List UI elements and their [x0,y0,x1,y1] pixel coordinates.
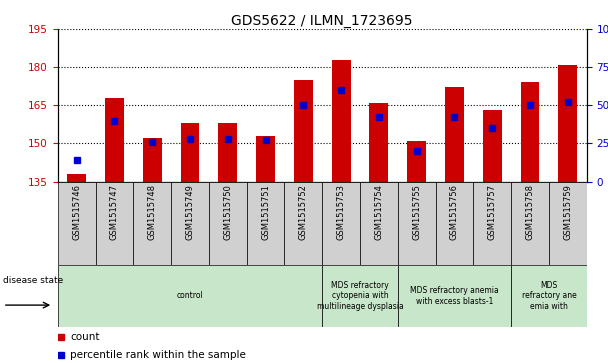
Text: GSM1515753: GSM1515753 [337,184,345,240]
Bar [171,182,209,265]
Bar [143,138,162,182]
Bar [332,60,351,182]
Text: MDS refractory
cytopenia with
multilineage dysplasia: MDS refractory cytopenia with multilinea… [317,281,403,311]
Bar [95,182,133,265]
Text: control: control [177,291,203,300]
Text: GSM1515756: GSM1515756 [450,184,459,240]
Text: GSM1515754: GSM1515754 [375,184,384,240]
Title: GDS5622 / ILMN_1723695: GDS5622 / ILMN_1723695 [232,14,413,28]
Bar [360,182,398,265]
Bar [181,123,199,182]
Bar [58,265,322,327]
Bar [256,136,275,182]
Bar [294,80,313,182]
Text: GSM1515750: GSM1515750 [223,184,232,240]
Text: GSM1515747: GSM1515747 [110,184,119,240]
Text: GSM1515757: GSM1515757 [488,184,497,240]
Bar [322,182,360,265]
Bar [322,265,398,327]
Bar [247,182,285,265]
Text: count: count [71,332,100,342]
Text: GSM1515751: GSM1515751 [261,184,270,240]
Text: GSM1515748: GSM1515748 [148,184,157,240]
Bar [483,110,502,182]
Bar [407,141,426,182]
Bar [105,98,124,182]
Bar [398,182,435,265]
Text: GSM1515749: GSM1515749 [185,184,195,240]
Bar [209,182,247,265]
Text: GSM1515752: GSM1515752 [299,184,308,240]
Text: MDS refractory anemia
with excess blasts-1: MDS refractory anemia with excess blasts… [410,286,499,306]
Bar [133,182,171,265]
Bar [549,182,587,265]
Bar [445,87,464,182]
Bar [218,123,237,182]
Bar [67,174,86,182]
Bar [558,65,577,182]
Text: GSM1515758: GSM1515758 [525,184,534,240]
Bar [520,82,539,182]
Text: percentile rank within the sample: percentile rank within the sample [71,350,246,360]
Text: GSM1515759: GSM1515759 [564,184,572,240]
Bar [370,103,389,182]
Bar [285,182,322,265]
Text: MDS
refractory ane
emia with: MDS refractory ane emia with [522,281,576,311]
Text: disease state: disease state [3,276,63,285]
Bar [511,182,549,265]
Bar [474,182,511,265]
Text: GSM1515746: GSM1515746 [72,184,81,240]
Bar [58,182,95,265]
Bar [435,182,474,265]
Bar [398,265,511,327]
Bar [511,265,587,327]
Text: GSM1515755: GSM1515755 [412,184,421,240]
